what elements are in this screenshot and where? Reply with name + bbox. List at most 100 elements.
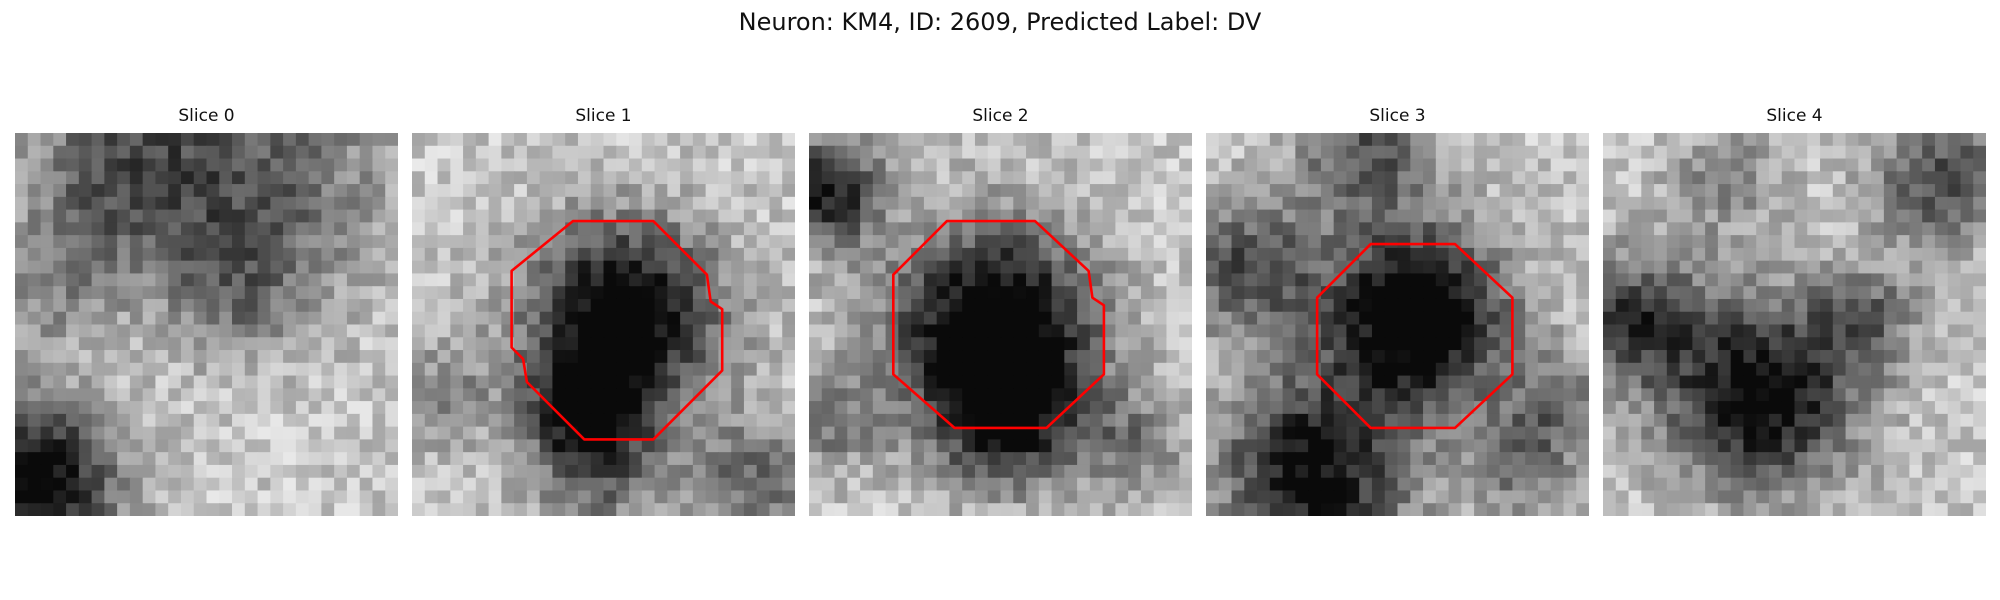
image-pixel [1089, 503, 1104, 516]
image-pixel [1743, 222, 1757, 236]
image-pixel [104, 286, 118, 300]
image-pixel [450, 426, 464, 440]
image-pixel [1871, 286, 1885, 300]
image-pixel [821, 375, 836, 389]
image-pixel [1410, 490, 1424, 504]
image-pixel [1102, 350, 1116, 364]
image-pixel [1922, 298, 1936, 313]
image-pixel [1346, 490, 1360, 504]
image-pixel [1934, 375, 1949, 389]
image-pixel [295, 413, 310, 428]
image-pixel [1346, 247, 1360, 262]
image-pixel [1435, 413, 1450, 428]
image-pixel [1947, 184, 1962, 198]
image-pixel [450, 464, 464, 479]
image-pixel [1499, 426, 1513, 440]
image-pixel [962, 196, 976, 211]
image-pixel [1089, 324, 1104, 338]
image-pixel [1089, 133, 1104, 147]
image-pixel [1089, 464, 1104, 479]
image-pixel [91, 222, 105, 236]
image-pixel [769, 324, 783, 338]
image-pixel [1026, 247, 1040, 262]
image-pixel [1206, 286, 1220, 300]
image-pixel [1743, 184, 1757, 198]
image-pixel [1896, 401, 1910, 415]
image-pixel [91, 464, 105, 479]
image-pixel [155, 196, 169, 211]
image-pixel [385, 273, 398, 287]
image-pixel [1807, 247, 1821, 262]
image-pixel [1346, 196, 1360, 211]
image-pixel [1807, 158, 1821, 172]
image-pixel [1922, 362, 1936, 377]
image-pixel [1563, 362, 1577, 377]
image-pixel [616, 401, 630, 415]
image-pixel [1231, 490, 1245, 504]
image-pixel [1499, 196, 1513, 211]
image-pixel [91, 490, 105, 504]
image-pixel [667, 401, 681, 415]
image-pixel [346, 439, 361, 453]
image-pixel [680, 388, 694, 402]
image-pixel [1257, 145, 1271, 160]
image-pixel [1474, 426, 1488, 440]
image-pixel [1231, 196, 1245, 211]
image-pixel [1153, 298, 1168, 313]
image-pixel [898, 477, 912, 492]
image-pixel [743, 490, 758, 504]
image-pixel [641, 464, 656, 479]
image-pixel [1845, 273, 1859, 287]
image-pixel [1461, 362, 1475, 377]
image-pixel [885, 439, 899, 453]
image-pixel [539, 426, 554, 440]
image-pixel [743, 196, 758, 211]
image-pixel [15, 247, 29, 262]
image-pixel [27, 286, 42, 300]
image-pixel [809, 388, 823, 402]
image-pixel [1832, 401, 1847, 415]
image-pixel [308, 413, 322, 428]
image-pixel [180, 337, 195, 351]
image-pixel [424, 273, 439, 287]
image-pixel [283, 452, 297, 466]
image-pixel [1628, 362, 1642, 377]
image-pixel [66, 171, 80, 185]
image-pixel [142, 503, 157, 516]
image-pixel [270, 273, 284, 287]
image-pixel [1435, 158, 1450, 172]
image-pixel [1308, 490, 1322, 504]
image-pixel [1563, 337, 1577, 351]
image-pixel [552, 375, 566, 389]
image-pixel [1896, 133, 1910, 147]
image-pixel [1486, 196, 1501, 211]
image-pixel [1218, 158, 1233, 172]
image-pixel [66, 235, 80, 249]
image-pixel [743, 311, 758, 326]
image-pixel [923, 133, 938, 147]
image-pixel [1717, 298, 1732, 313]
image-pixel [1026, 464, 1040, 479]
image-pixel [142, 260, 157, 275]
image-pixel [821, 337, 836, 351]
image-pixel [809, 452, 823, 466]
image-pixel [1051, 452, 1065, 466]
image-pixel [1768, 273, 1783, 287]
image-pixel [1705, 222, 1719, 236]
image-pixel [1576, 477, 1589, 492]
image-pixel [40, 452, 54, 466]
image-pixel [1705, 477, 1719, 492]
image-pixel [168, 490, 182, 504]
image-pixel [769, 311, 783, 326]
image-pixel [1128, 439, 1142, 453]
image-pixel [1922, 133, 1936, 147]
image-pixel [91, 337, 105, 351]
image-pixel [705, 158, 719, 172]
image-pixel [1807, 426, 1821, 440]
image-pixel [680, 298, 694, 313]
image-pixel [295, 273, 310, 287]
image-pixel [1883, 452, 1898, 466]
image-pixel [283, 426, 297, 440]
image-pixel [40, 503, 54, 516]
image-pixel [1064, 388, 1078, 402]
